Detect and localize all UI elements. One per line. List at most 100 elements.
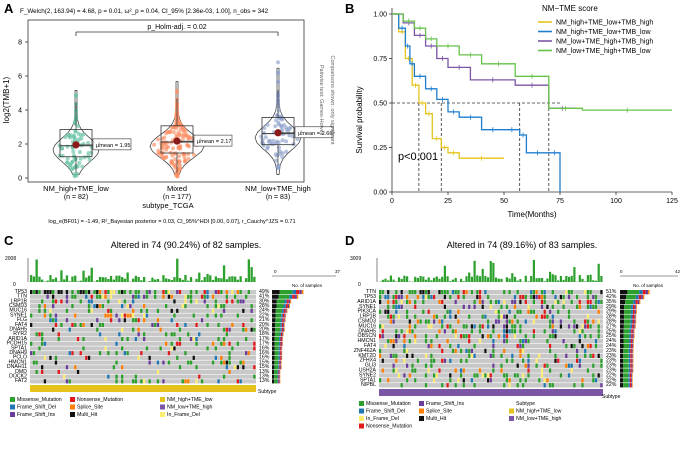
a-point [178,159,182,163]
matrix-cell [63,375,65,379]
tmb-bar [449,281,451,282]
panel-a-x-title: subtype_TCGA [142,201,193,210]
matrix-cell [452,349,454,353]
matrix-cell [157,379,159,383]
matrix-cell [138,332,140,336]
matrix-cell [217,337,219,341]
matrix-cell [395,305,397,309]
matrix-cell [157,370,159,374]
matrix-cell [403,334,405,338]
tmb-bar [420,276,422,282]
sample-bar-segment [284,304,286,308]
a-point [276,60,280,64]
tmb-bar [517,281,519,282]
legend-label: Multi_Hit [77,412,98,418]
matrix-cell [190,290,192,294]
matrix-cell [80,299,82,303]
matrix-cell [463,334,465,338]
tmb-bar [428,277,430,282]
panel-b-legend: NM_high+TME_low+TMB_highNM_high+TME_low+… [538,20,653,56]
tmb-bar [231,276,233,282]
tmb-bar [417,278,419,282]
sample-bar-segment [633,354,634,358]
a-point [259,135,263,139]
b-xtick-label: 75 [556,198,564,205]
b-legend-label-2: NM_low+TME_high+TMB_high [556,39,653,46]
matrix-cell [121,337,123,341]
a-point [72,133,76,137]
matrix-cell [60,323,62,327]
matrix-cell [465,349,467,353]
sample-bar-segment [634,315,635,319]
sample-bar-segment [281,361,282,365]
panel-c: C Altered in 74 (90.24%) of 82 samples. … [0,230,342,458]
matrix-cell [393,368,395,372]
a-point [179,133,183,137]
matrix-cell [395,300,397,304]
matrix-cell [195,323,197,327]
matrix-cell [527,305,529,309]
matrix-cell [382,334,384,338]
matrix-cell [49,356,51,360]
matrix-cell [598,334,600,338]
matrix-cell [30,342,32,346]
tmb-bar [468,273,470,283]
a-xlabel-n-2: (n = 83) [266,194,290,201]
legend-label: In_Frame_Del [167,412,200,418]
sample-bar-segment [635,305,636,309]
sample-bar-segment [282,337,283,341]
matrix-cell [552,329,554,333]
panel-c-axis-label: No. of samples [292,283,323,288]
matrix-cell [118,290,120,294]
matrix-cell [102,323,104,327]
matrix-cell [568,364,570,368]
matrix-cell [544,364,546,368]
sample-bar-segment [277,379,278,383]
tmb-bar [500,279,502,282]
tmb-bar [138,277,140,282]
tmb-bar [49,275,51,282]
tmb-bar [455,278,457,282]
matrix-cell [411,364,413,368]
matrix-cell [240,299,242,303]
a-point [156,149,160,153]
sample-bar-segment [633,300,635,304]
tmb-bar [36,260,38,283]
matrix-cell [509,290,511,294]
sample-bar-segment [280,365,281,369]
matrix-cell [212,342,214,346]
sample-bar-segment [284,318,285,322]
matrix-cell [525,334,527,338]
a-point [168,130,172,134]
matrix-cell [168,361,170,365]
a-point [284,150,288,154]
matrix-cell [36,361,38,365]
sample-bar-segment [636,305,637,309]
legend-label: Splice_Site [426,409,452,415]
sample-bar-segment [632,339,633,343]
sample-bar-segment [272,342,275,346]
legend-swatch [419,409,424,414]
matrix-cell [479,300,481,304]
sample-bar-segment [632,359,633,363]
matrix-cell [438,368,440,372]
sample-bar-segment [631,310,633,314]
matrix-cell [495,319,497,323]
matrix-cell [96,328,98,332]
tmb-bar [452,280,454,282]
matrix-cell [468,354,470,358]
sample-bar-segment [277,299,285,303]
matrix-cell [245,295,247,299]
matrix-cell [204,299,206,303]
matrix-cell [425,339,427,343]
matrix-cell [135,295,137,299]
matrix-cell [253,342,255,346]
tmb-bar [554,275,556,282]
legend-label: Frame_Shift_Del [366,409,405,415]
legend-label: Frame_Shift_Del [17,405,56,411]
tmb-bar [198,273,200,282]
tmb-bar [135,276,137,282]
matrix-cell [71,304,73,308]
a-point [79,137,83,141]
matrix-cell [234,295,236,299]
